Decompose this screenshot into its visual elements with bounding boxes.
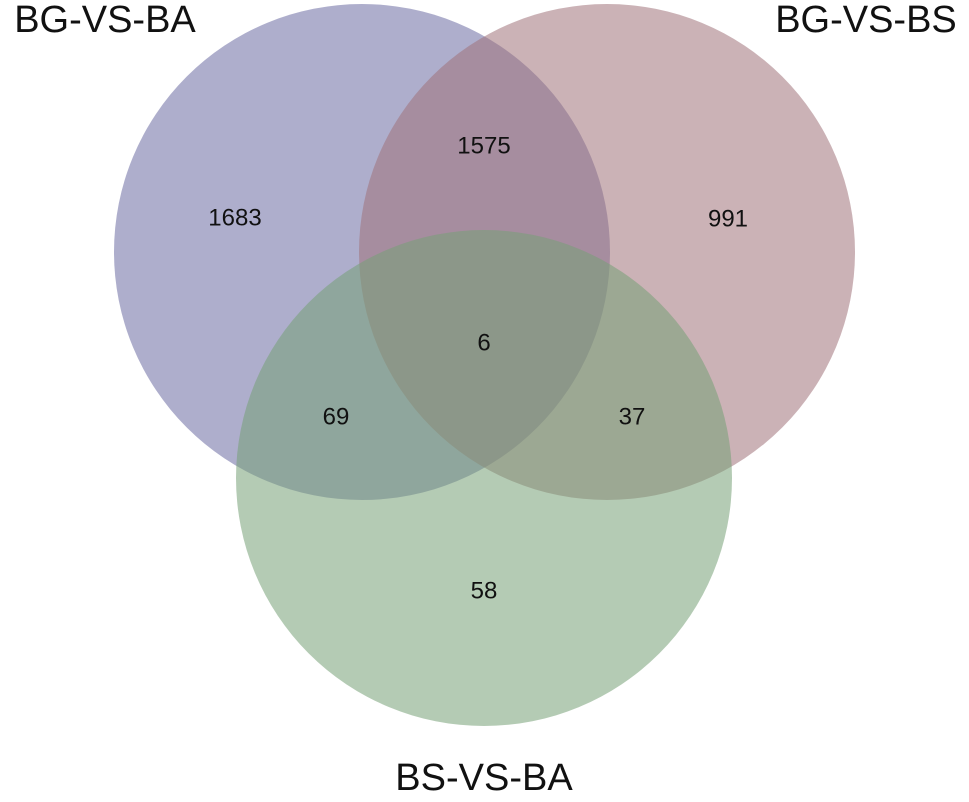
region-count: 69 bbox=[323, 403, 350, 430]
region-count: 6 bbox=[477, 329, 490, 356]
set-label: BG-VS-BS bbox=[775, 0, 957, 41]
set-label: BG-VS-BA bbox=[14, 0, 196, 41]
region-count: 58 bbox=[471, 577, 498, 604]
region-count: 37 bbox=[619, 403, 646, 430]
circles bbox=[114, 4, 855, 726]
region-count: 1575 bbox=[457, 132, 510, 159]
region-count: 991 bbox=[708, 205, 748, 232]
set-circle bbox=[236, 230, 732, 726]
set-label: BS-VS-BA bbox=[395, 757, 573, 799]
region-count: 1683 bbox=[208, 204, 261, 231]
